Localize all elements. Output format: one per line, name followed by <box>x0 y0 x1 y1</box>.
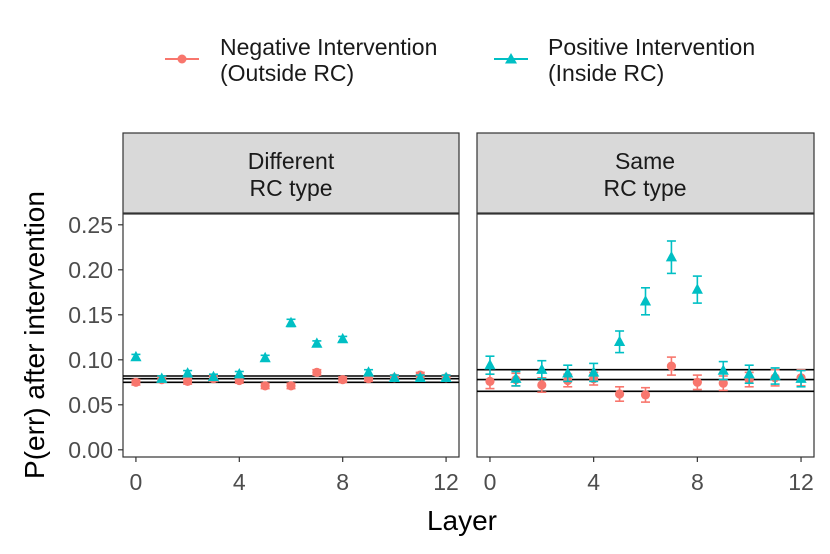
data-point-positive <box>337 332 349 344</box>
facet-title-same-line2: RC type <box>603 175 686 201</box>
data-point-positive <box>484 359 496 370</box>
data-point-negative <box>718 378 728 388</box>
data-point-positive <box>613 335 626 346</box>
panel-different <box>122 213 460 458</box>
data-point-negative <box>312 367 322 377</box>
data-point-positive <box>536 363 548 374</box>
data-point-negative <box>666 361 677 371</box>
facet-same-rc: Same RC type <box>476 132 815 458</box>
data-point-positive <box>510 372 522 383</box>
data-point-positive <box>440 371 452 382</box>
data-point-positive <box>362 366 375 377</box>
legend-label-negative-line2: (Outside RC) <box>220 60 354 86</box>
data-point-positive <box>156 372 168 383</box>
y-tick-label: 0.00 <box>68 437 113 463</box>
x-axis: 0 4 8 12 0 4 8 12 <box>130 457 814 495</box>
legend-triangle-icon <box>505 53 517 64</box>
data-point-negative <box>260 381 270 391</box>
legend-label-negative-line1: Negative Intervention <box>220 34 437 60</box>
facet-strip-same <box>476 132 815 214</box>
facet-strip-different <box>122 132 460 214</box>
data-point-positive <box>233 368 245 379</box>
data-point-negative <box>614 389 625 399</box>
y-tick-label: 0.20 <box>68 257 113 283</box>
facet-title-different-line2: RC type <box>249 175 332 201</box>
legend: Negative Intervention (Outside RC) Posit… <box>165 34 755 86</box>
x-axis-title: Layer <box>427 505 497 536</box>
data-point-positive <box>588 366 600 377</box>
legend-circle-icon <box>177 54 187 64</box>
y-tick-label: 0.25 <box>68 212 113 238</box>
data-point-positive <box>639 295 652 306</box>
data-point-positive <box>691 283 703 294</box>
data-point-positive <box>285 316 297 328</box>
x-tick-label: 4 <box>587 469 600 495</box>
data-point-negative <box>692 377 702 387</box>
data-point-negative <box>485 376 495 386</box>
y-axis-title: P(err) after intervention <box>19 191 50 479</box>
data-point-positive <box>769 369 781 381</box>
data-point-positive <box>795 372 807 383</box>
x-tick-label: 8 <box>691 469 704 495</box>
x-tick-label: 8 <box>336 469 349 495</box>
y-tick-label: 0.05 <box>68 392 113 418</box>
data-point-negative <box>640 390 651 400</box>
legend-label-positive-line1: Positive Intervention <box>548 34 755 60</box>
data-point-positive <box>717 364 729 375</box>
data-point-negative <box>286 381 296 391</box>
legend-entry-positive: Positive Intervention (Inside RC) <box>494 34 755 86</box>
data-point-positive <box>182 367 194 378</box>
x-tick-label: 12 <box>788 469 814 495</box>
data-point-positive <box>743 368 755 379</box>
data-point-negative <box>537 380 547 390</box>
x-tick-label: 0 <box>130 469 143 495</box>
y-axis: 0.00 0.05 0.10 0.15 0.20 0.25 <box>68 212 123 463</box>
marks-different <box>123 316 459 391</box>
y-tick-label: 0.10 <box>68 347 113 373</box>
marks-same <box>477 240 814 403</box>
x-tick-label: 0 <box>484 469 497 495</box>
data-point-positive <box>207 370 220 382</box>
facet-different-rc: Different RC type <box>122 132 460 458</box>
data-point-positive <box>259 351 271 363</box>
data-point-positive <box>562 367 574 378</box>
legend-label-positive-line2: (Inside RC) <box>548 60 664 86</box>
legend-entry-negative: Negative Intervention (Outside RC) <box>165 34 437 86</box>
data-point-positive <box>665 251 678 262</box>
data-point-positive <box>388 371 400 382</box>
data-point-negative <box>338 375 348 385</box>
data-point-positive <box>311 337 323 348</box>
data-point-positive <box>130 350 142 362</box>
facet-title-different-line1: Different <box>248 148 335 174</box>
data-point-negative <box>183 376 193 386</box>
y-tick-label: 0.15 <box>68 302 113 328</box>
panel-same <box>476 213 815 458</box>
facet-title-same-line1: Same <box>615 148 675 174</box>
data-point-positive <box>414 371 426 382</box>
x-tick-label: 12 <box>433 469 459 495</box>
x-tick-label: 4 <box>233 469 246 495</box>
data-point-negative <box>131 377 141 387</box>
